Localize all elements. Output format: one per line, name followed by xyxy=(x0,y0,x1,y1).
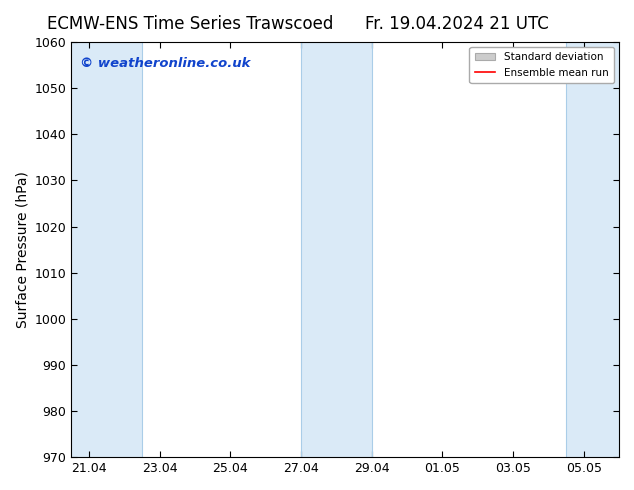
Text: Fr. 19.04.2024 21 UTC: Fr. 19.04.2024 21 UTC xyxy=(365,15,548,33)
Y-axis label: Surface Pressure (hPa): Surface Pressure (hPa) xyxy=(15,171,29,328)
Bar xyxy=(566,42,619,457)
Bar xyxy=(71,42,142,457)
Legend: Standard deviation, Ensemble mean run: Standard deviation, Ensemble mean run xyxy=(469,47,614,83)
Text: © weatheronline.co.uk: © weatheronline.co.uk xyxy=(79,56,250,70)
Bar xyxy=(301,42,372,457)
Text: ECMW-ENS Time Series Trawscoed: ECMW-ENS Time Series Trawscoed xyxy=(47,15,333,33)
